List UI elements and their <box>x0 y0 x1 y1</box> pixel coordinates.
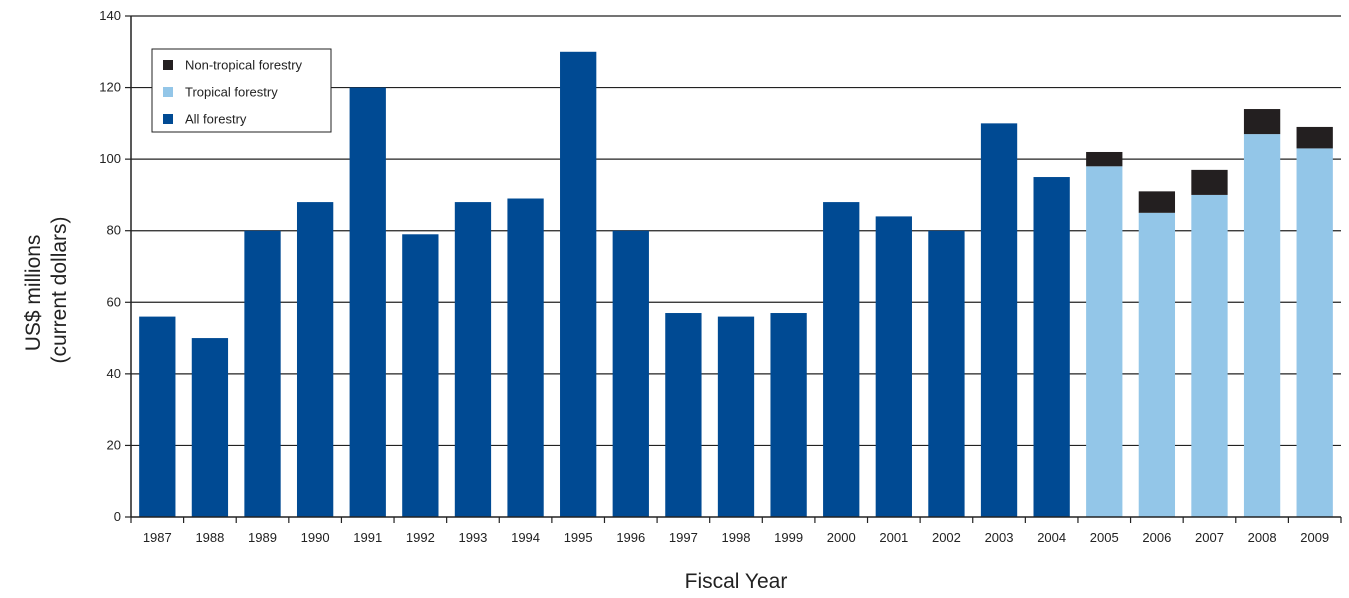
y-tick-label-80: 80 <box>107 223 121 238</box>
bar-tropical-forestry-2008 <box>1243 134 1281 518</box>
x-tick-label-1998: 1998 <box>722 530 751 545</box>
y-tick-label-120: 120 <box>99 80 121 95</box>
bar-all-forestry-1999 <box>770 313 807 517</box>
y-tick-label-60: 60 <box>107 294 121 309</box>
bar-all-forestry-2001 <box>875 216 912 517</box>
legend-swatch-all-forestry <box>163 114 173 124</box>
x-ticks: 1987 1988 1989 1990 1991 1992 1993 1994 1995 1996… <box>130 517 1342 545</box>
bar-non-tropical-forestry-2005 <box>1086 151 1123 167</box>
x-tick-label-1993: 1993 <box>458 530 487 545</box>
bar-non-tropical-forestry-2009 <box>1296 126 1333 149</box>
x-tick-label-1989: 1989 <box>248 530 277 545</box>
bar-all-forestry-2002 <box>928 230 965 517</box>
bar-all-forestry-1991 <box>349 87 386 518</box>
x-tick-label-1988: 1988 <box>195 530 224 545</box>
x-tick-label-2005: 2005 <box>1090 530 1119 545</box>
y-tick-label-40: 40 <box>107 366 121 381</box>
x-tick-label-1996: 1996 <box>616 530 645 545</box>
bar-all-forestry-2004 <box>1033 177 1070 518</box>
x-tick-label-1997: 1997 <box>669 530 698 545</box>
bar-tropical-forestry-2007 <box>1191 194 1228 517</box>
x-tick-label-2007: 2007 <box>1195 530 1224 545</box>
bar-tropical-forestry-2005 <box>1086 166 1123 518</box>
bar-non-tropical-forestry-2008 <box>1243 109 1281 135</box>
x-tick-label-2001: 2001 <box>879 530 908 545</box>
x-tick-label-1999: 1999 <box>774 530 803 545</box>
bar-all-forestry-1993 <box>454 202 492 518</box>
y-tick-label-140: 140 <box>99 8 121 23</box>
legend: Non-tropical forestry Tropical forestry Al… <box>151 48 332 133</box>
legend-label-tropical-forestry: Tropical forestry <box>185 85 278 100</box>
legend-swatch-tropical-forestry <box>163 87 173 97</box>
bar-tropical-forestry-2006 <box>1138 212 1176 518</box>
x-tick-label-2006: 2006 <box>1142 530 1171 545</box>
bar-all-forestry-1995 <box>560 51 597 518</box>
x-tick-label-1994: 1994 <box>511 530 540 545</box>
bar-all-forestry-1994 <box>507 198 544 517</box>
x-tick-label-1992: 1992 <box>406 530 435 545</box>
x-tick-label-2000: 2000 <box>827 530 856 545</box>
bar-all-forestry-1996 <box>612 230 649 517</box>
y-axis-title-line-2: (current dollars) <box>48 216 71 363</box>
bar-non-tropical-forestry-2007 <box>1191 169 1228 195</box>
bar-all-forestry-2003 <box>980 123 1018 517</box>
x-tick-label-1987: 1987 <box>143 530 172 545</box>
bar-all-forestry-1989 <box>244 230 281 517</box>
bar-all-forestry-2000 <box>823 202 860 518</box>
y-tick-label-100: 100 <box>99 151 121 166</box>
x-tick-label-1990: 1990 <box>301 530 330 545</box>
y-tick-label-0: 0 <box>114 509 121 524</box>
y-ticks: 0 20 40 60 80 100 120 140 <box>99 8 131 524</box>
bar-tropical-forestry-2009 <box>1296 148 1333 517</box>
bar-all-forestry-1990 <box>296 202 334 518</box>
x-tick-label-2003: 2003 <box>985 530 1014 545</box>
x-tick-label-2004: 2004 <box>1037 530 1066 545</box>
y-axis-title: US$ millions (current dollars) <box>22 216 71 363</box>
x-tick-label-1995: 1995 <box>564 530 593 545</box>
x-tick-label-2008: 2008 <box>1248 530 1277 545</box>
axes <box>130 16 1341 518</box>
x-tick-label-2002: 2002 <box>932 530 961 545</box>
y-tick-label-20: 20 <box>107 437 121 452</box>
bar-non-tropical-forestry-2006 <box>1138 191 1176 213</box>
x-tick-label-2009: 2009 <box>1300 530 1329 545</box>
x-axis-title: Fiscal Year <box>685 570 788 593</box>
legend-label-non-tropical-forestry: Non-tropical forestry <box>185 58 303 73</box>
legend-swatch-non-tropical-forestry <box>163 60 173 70</box>
bar-all-forestry-1987 <box>139 316 176 517</box>
x-tick-label-1991: 1991 <box>353 530 382 545</box>
bar-all-forestry-1992 <box>402 234 439 518</box>
legend-box <box>151 48 332 133</box>
bars <box>139 51 1333 518</box>
legend-label-all-forestry: All forestry <box>185 112 247 127</box>
y-axis-title-line-1: US$ millions <box>22 235 45 352</box>
bar-all-forestry-1998 <box>717 316 755 517</box>
bar-all-forestry-1997 <box>665 313 702 517</box>
bar-all-forestry-1988 <box>191 338 229 517</box>
